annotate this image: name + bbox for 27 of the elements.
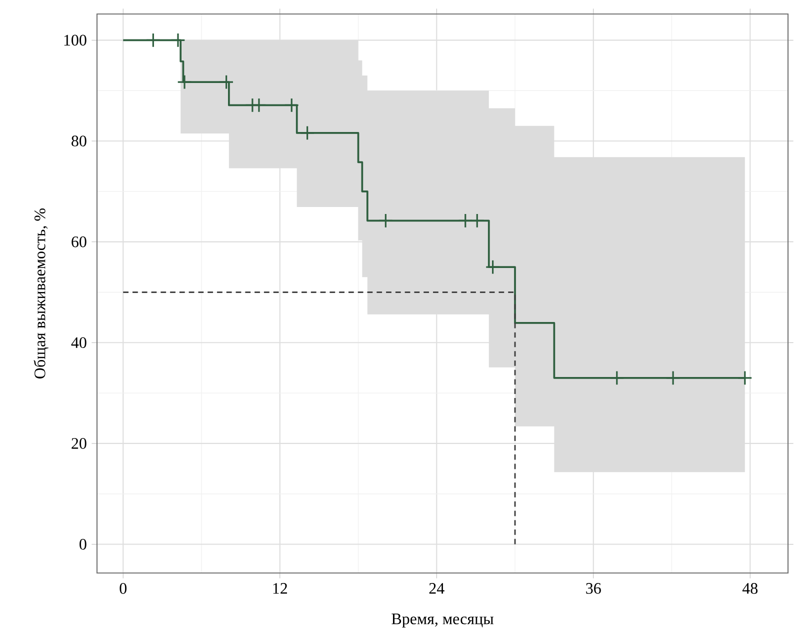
x-tick-label: 12 — [273, 583, 287, 594]
y-tick-label: 0 — [80, 538, 86, 550]
x-axis-title: Время, месяцы — [392, 614, 494, 628]
point — [300, 125, 315, 140]
point — [284, 98, 300, 113]
point — [666, 370, 681, 386]
point — [177, 74, 192, 90]
point — [458, 213, 473, 228]
x-tick-label: 24 — [429, 583, 444, 594]
y-tick-label: 80 — [72, 136, 86, 146]
point — [737, 370, 752, 386]
point — [146, 32, 161, 48]
point — [609, 370, 624, 386]
point — [470, 213, 485, 228]
y-tick-label: 60 — [72, 236, 86, 248]
point — [485, 260, 500, 274]
point — [170, 32, 186, 48]
y-tick-label: 100 — [64, 34, 86, 46]
point — [252, 98, 266, 113]
x-tick-label: 0 — [120, 583, 127, 594]
y-axis-title: Общая выживаемость, % — [34, 208, 48, 378]
y-tick-label: 20 — [72, 438, 86, 449]
x-tick-label: 48 — [742, 583, 758, 594]
point — [378, 213, 394, 228]
y-tick-label: 40 — [71, 337, 86, 348]
point — [218, 74, 234, 90]
x-tick-label: 36 — [586, 583, 601, 594]
